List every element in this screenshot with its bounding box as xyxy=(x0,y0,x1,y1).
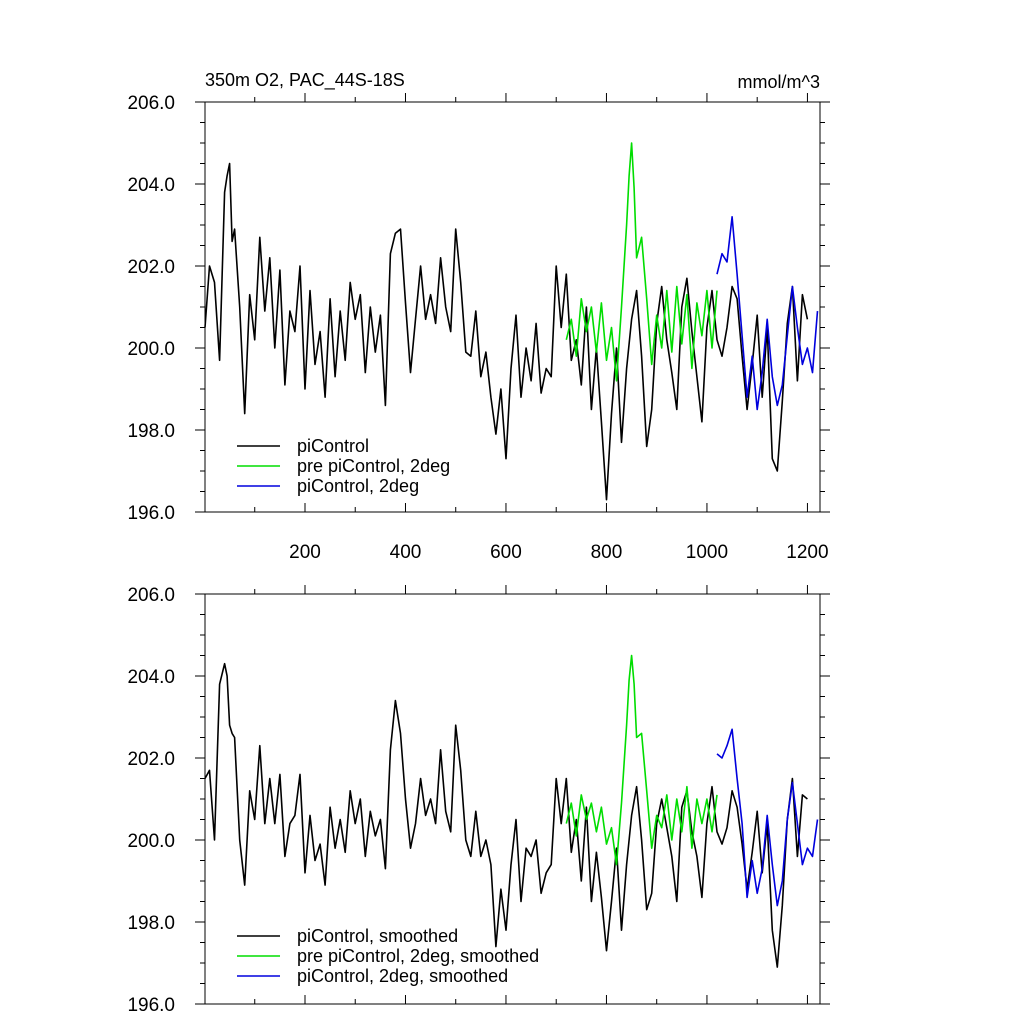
x-tick-label: 1000 xyxy=(686,542,728,563)
x-tick-label: 200 xyxy=(289,542,321,563)
legend-label: pre piControl, 2deg xyxy=(297,456,450,476)
series-line-3 xyxy=(716,216,819,411)
y-tick-label: 204.0 xyxy=(127,667,175,688)
series-line-1 xyxy=(204,662,808,968)
y-tick-label: 200.0 xyxy=(127,831,175,852)
y-tick-label: 202.0 xyxy=(127,257,175,278)
legend-label: pre piControl, 2deg, smoothed xyxy=(297,946,539,966)
x-tick-label: 800 xyxy=(591,542,623,563)
legend-label: piControl, smoothed xyxy=(297,926,458,946)
legend-label: piControl xyxy=(297,436,369,456)
x-tick-label: 600 xyxy=(490,542,522,563)
y-tick-label: 200.0 xyxy=(127,339,175,360)
x-tick-label: 1200 xyxy=(786,542,828,563)
series-line-3 xyxy=(716,728,819,907)
y-tick-label: 202.0 xyxy=(127,749,175,770)
y-tick-label: 204.0 xyxy=(127,175,175,196)
y-tick-label: 196.0 xyxy=(127,995,175,1016)
legend-label: piControl, 2deg xyxy=(297,476,419,496)
series-line-2 xyxy=(565,654,718,866)
y-tick-label: 206.0 xyxy=(127,585,175,606)
series-line-1 xyxy=(204,162,809,501)
chart-title: 350m O2, PAC_44S-18S xyxy=(205,70,405,91)
y-tick-label: 196.0 xyxy=(127,503,175,524)
top-panel: 200 400 600 800 1000 1200 196.0 198.0 200.0 202.0… xyxy=(127,93,830,563)
y-tick-label: 198.0 xyxy=(127,421,175,442)
units-label: mmol/m^3 xyxy=(738,72,820,92)
x-tick-label: 400 xyxy=(390,542,422,563)
y-tick-label: 198.0 xyxy=(127,913,175,934)
series-line-2 xyxy=(565,142,718,382)
y-tick-label: 206.0 xyxy=(127,93,175,114)
bottom-panel: 196.0 198.0 200.0 202.0 204.0 206.0 piControl,… xyxy=(127,585,830,1016)
legend-label: piControl, 2deg, smoothed xyxy=(297,966,508,986)
